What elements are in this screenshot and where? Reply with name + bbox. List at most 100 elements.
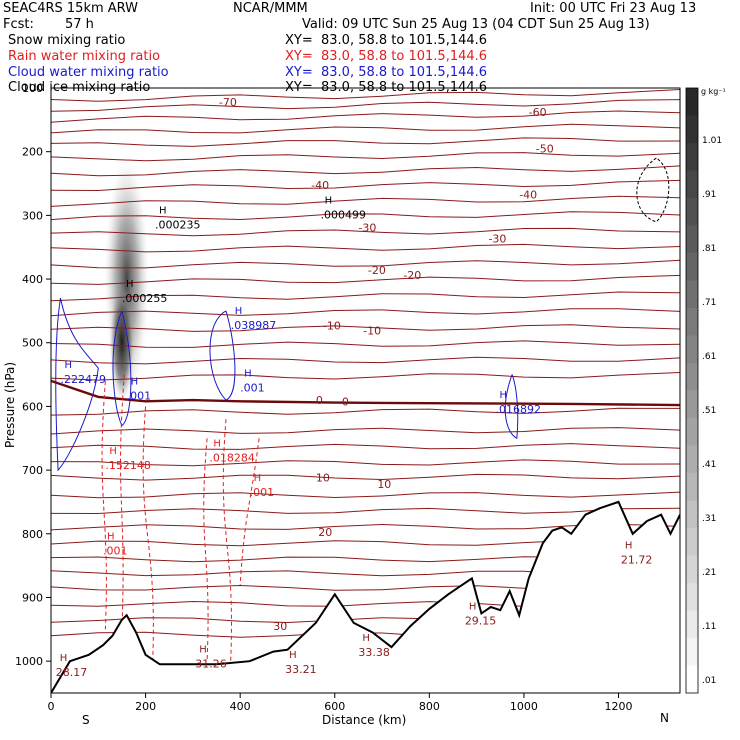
- isotherm: [51, 274, 680, 285]
- maximum-marker: H: [213, 438, 221, 449]
- x-tick-label: 800: [419, 700, 440, 713]
- contour-labels: -70 -60 -50 -40 -40 -30 -30 -20 -20 -10 -10 0 0 10 10 2…: [56, 96, 653, 679]
- colorbar-swatch: [686, 445, 698, 474]
- isotherm: [51, 165, 680, 177]
- colorbar-swatch: [686, 528, 698, 556]
- model-title: SEAC4RS 15km ARW: [3, 1, 139, 16]
- maximum-marker: H: [500, 390, 508, 401]
- isotherm: [51, 308, 680, 317]
- init-time: Init: 00 UTC Fri 23 Aug 13: [530, 1, 697, 16]
- maximum-label: .222479: [60, 373, 106, 386]
- terrain-profile: [51, 500, 680, 693]
- y-tick-label: 600: [22, 400, 43, 413]
- maximum-marker: H: [254, 473, 262, 484]
- maximum-label: .001: [250, 486, 275, 499]
- maximum-marker: H: [131, 377, 139, 388]
- colorbar-swatch: [686, 665, 698, 694]
- plot-frame: [50, 87, 681, 694]
- forecast-hours: 57 h: [65, 17, 94, 32]
- maximum-label: 33.38: [358, 646, 390, 659]
- colorbar-frame: [685, 87, 699, 694]
- isotherm-label: 10: [316, 472, 330, 485]
- colorbar-level: .31: [702, 514, 716, 524]
- rain-contour: [120, 374, 125, 630]
- cloud-water-contour: [504, 374, 519, 440]
- isotherm-label: -10: [323, 320, 341, 333]
- maximum-label: .001: [240, 381, 264, 394]
- isotherm-label: -20: [403, 269, 421, 282]
- maximum-label: .000499: [321, 209, 367, 222]
- x-tick-label: 1000: [510, 700, 538, 713]
- maximum-marker: H: [159, 205, 167, 216]
- maximum-marker: H: [244, 368, 252, 379]
- rain-contour: [142, 406, 154, 662]
- isotherm: [51, 473, 680, 481]
- isotherm: [51, 443, 680, 450]
- maximum-label: 21.72: [621, 553, 653, 566]
- isotherm: [51, 324, 680, 332]
- y-tick-label: 200: [22, 146, 43, 159]
- colorbar-level: .61: [702, 352, 716, 362]
- field-cloud-water: Cloud water mixing ratio: [8, 65, 169, 80]
- forecast-label: Fcst:: [3, 17, 34, 32]
- isotherm-label: -20: [368, 264, 386, 277]
- valid-time: Valid: 09 UTC Sun 25 Aug 13 (04 CDT Sun …: [302, 17, 650, 32]
- isotherm-label: -30: [488, 232, 506, 245]
- field-snow: Snow mixing ratio: [8, 33, 126, 48]
- colorbar-swatch: [686, 115, 698, 144]
- y-axis-label: Pressure (hPa): [3, 362, 17, 448]
- isotherm: [51, 427, 680, 435]
- isotherm: [51, 291, 680, 302]
- maximum-label: .000255: [122, 292, 168, 305]
- isotherm-label: -60: [529, 106, 547, 119]
- cloud-water-contour: [112, 310, 132, 427]
- maximum-marker: H: [235, 306, 243, 317]
- maximum-label: .001: [103, 544, 128, 557]
- y-tick-label: 800: [22, 528, 43, 541]
- isotherm-label: -50: [536, 143, 554, 156]
- org-label: NCAR/MMM: [233, 1, 308, 16]
- maximum-marker: H: [362, 633, 370, 644]
- colorbar-swatch: [686, 473, 698, 501]
- isotherm: [51, 152, 680, 162]
- isotherm: [51, 227, 680, 237]
- colorbar-level: .71: [702, 298, 716, 308]
- rain-contour: [222, 419, 232, 662]
- isotherm-label: 0: [342, 395, 349, 408]
- colorbar-swatch: [686, 638, 698, 666]
- colorbar-swatch: [686, 170, 698, 199]
- colorbar-swatch: [686, 88, 698, 116]
- maximum-marker: H: [107, 531, 115, 542]
- isotherm: [51, 243, 680, 253]
- isotherm: [51, 523, 680, 531]
- isotherm: [51, 491, 680, 499]
- isotherm: [51, 507, 680, 515]
- y-tick-label: 700: [22, 464, 43, 477]
- field-snow-xy: XY= 83.0, 58.8 to 101.5,144.6: [285, 33, 488, 48]
- field-cloud-water-xy: XY= 83.0, 58.8 to 101.5,144.6: [285, 65, 488, 80]
- isotherm: [51, 123, 680, 134]
- isotherm: [51, 356, 680, 365]
- isotherm: [51, 179, 680, 192]
- rain-contour: [101, 380, 107, 630]
- field-rain: Rain water mixing ratio: [8, 49, 161, 64]
- isotherm-label: -10: [363, 325, 381, 338]
- y-tick-label: 500: [22, 337, 43, 350]
- rain-contour: [203, 438, 209, 662]
- maximum-marker: H: [469, 601, 477, 612]
- freezing-level-line: [51, 379, 680, 407]
- cloud-ice-contour: [636, 157, 670, 223]
- isotherm: [51, 195, 680, 207]
- snow-shading: [104, 159, 149, 401]
- cloud-water-contour: [209, 310, 236, 401]
- maximum-label: 28.17: [56, 666, 88, 679]
- isotherm: [51, 137, 680, 147]
- maximum-label: .016892: [496, 403, 542, 416]
- terrain-fill: [51, 501, 680, 693]
- maximum-label: .000235: [155, 218, 201, 231]
- maximum-marker: H: [60, 653, 68, 664]
- maximum-label: 31.26: [195, 658, 227, 671]
- colorbar-swatch: [686, 500, 698, 529]
